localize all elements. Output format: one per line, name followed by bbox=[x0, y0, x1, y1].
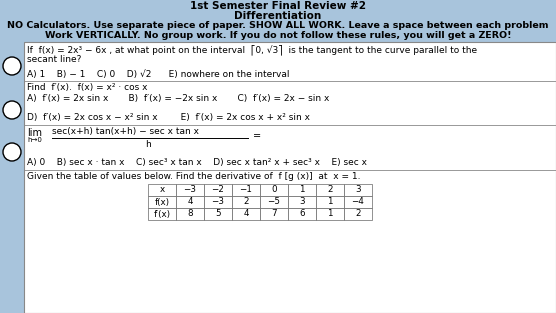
Text: lim: lim bbox=[27, 128, 42, 138]
Text: D)  f′(x) = 2x cos x − x² sin x        E)  f′(x) = 2x cos x + x² sin x: D) f′(x) = 2x cos x − x² sin x E) f′(x) … bbox=[27, 113, 310, 122]
Text: 1: 1 bbox=[327, 209, 332, 218]
Text: If  f(x) = 2x³ − 6x , at what point on the interval  ⎡0, √3⎤  is the tangent to : If f(x) = 2x³ − 6x , at what point on th… bbox=[27, 44, 477, 55]
FancyBboxPatch shape bbox=[260, 208, 288, 220]
Text: h: h bbox=[145, 140, 151, 149]
Text: −5: −5 bbox=[267, 198, 280, 207]
Text: −4: −4 bbox=[351, 198, 364, 207]
FancyBboxPatch shape bbox=[176, 196, 204, 208]
Circle shape bbox=[3, 101, 21, 119]
Text: 4: 4 bbox=[243, 209, 249, 218]
Text: 0: 0 bbox=[271, 186, 277, 194]
FancyBboxPatch shape bbox=[232, 196, 260, 208]
Text: −1: −1 bbox=[240, 186, 252, 194]
Text: 3: 3 bbox=[9, 147, 16, 157]
FancyBboxPatch shape bbox=[204, 196, 232, 208]
FancyBboxPatch shape bbox=[316, 196, 344, 208]
FancyBboxPatch shape bbox=[288, 184, 316, 196]
FancyBboxPatch shape bbox=[344, 208, 372, 220]
Text: h→0: h→0 bbox=[27, 137, 42, 143]
Circle shape bbox=[3, 57, 21, 75]
Text: sec(x+h) tan(x+h) − sec x tan x: sec(x+h) tan(x+h) − sec x tan x bbox=[52, 127, 199, 136]
FancyBboxPatch shape bbox=[316, 184, 344, 196]
Text: 1: 1 bbox=[299, 186, 305, 194]
Text: x: x bbox=[160, 186, 165, 194]
Text: 2: 2 bbox=[355, 209, 361, 218]
FancyBboxPatch shape bbox=[344, 196, 372, 208]
FancyBboxPatch shape bbox=[260, 184, 288, 196]
Text: 5: 5 bbox=[215, 209, 221, 218]
Text: 2: 2 bbox=[9, 105, 16, 115]
Text: 2: 2 bbox=[327, 186, 332, 194]
FancyBboxPatch shape bbox=[288, 196, 316, 208]
Text: −3: −3 bbox=[211, 198, 225, 207]
Text: secant line?: secant line? bbox=[27, 55, 81, 64]
Text: 2: 2 bbox=[243, 198, 249, 207]
FancyBboxPatch shape bbox=[288, 208, 316, 220]
FancyBboxPatch shape bbox=[344, 184, 372, 196]
Text: 1: 1 bbox=[327, 198, 332, 207]
Text: 4: 4 bbox=[187, 198, 193, 207]
Circle shape bbox=[3, 143, 21, 161]
Text: f′(x): f′(x) bbox=[153, 209, 171, 218]
Text: 8: 8 bbox=[187, 209, 193, 218]
Text: −2: −2 bbox=[212, 186, 225, 194]
Text: 3: 3 bbox=[355, 186, 361, 194]
FancyBboxPatch shape bbox=[260, 196, 288, 208]
Text: A) 1    B) − 1    C) 0    D) √2      E) nowhere on the interval: A) 1 B) − 1 C) 0 D) √2 E) nowhere on the… bbox=[27, 70, 290, 79]
Text: f(x): f(x) bbox=[155, 198, 170, 207]
Text: =: = bbox=[253, 131, 261, 141]
Text: −3: −3 bbox=[183, 186, 196, 194]
FancyBboxPatch shape bbox=[176, 184, 204, 196]
FancyBboxPatch shape bbox=[204, 184, 232, 196]
FancyBboxPatch shape bbox=[148, 196, 176, 208]
Text: A)  f′(x) = 2x sin x       B)  f′(x) = −2x sin x       C)  f′(x) = 2x − sin x: A) f′(x) = 2x sin x B) f′(x) = −2x sin x… bbox=[27, 94, 329, 103]
FancyBboxPatch shape bbox=[148, 208, 176, 220]
Text: 1: 1 bbox=[9, 61, 16, 71]
FancyBboxPatch shape bbox=[24, 42, 556, 313]
Text: 3: 3 bbox=[299, 198, 305, 207]
Text: 7: 7 bbox=[271, 209, 277, 218]
Text: Find  f′(x).  f(x) = x² · cos x: Find f′(x). f(x) = x² · cos x bbox=[27, 83, 147, 92]
Text: Differentiation: Differentiation bbox=[235, 11, 321, 21]
Text: 1st Semester Final Review #2: 1st Semester Final Review #2 bbox=[190, 1, 366, 11]
Text: Work VERTICALLY. No group work. If you do not follow these rules, you will get a: Work VERTICALLY. No group work. If you d… bbox=[44, 31, 512, 40]
FancyBboxPatch shape bbox=[176, 208, 204, 220]
FancyBboxPatch shape bbox=[232, 208, 260, 220]
FancyBboxPatch shape bbox=[232, 184, 260, 196]
Text: 6: 6 bbox=[299, 209, 305, 218]
FancyBboxPatch shape bbox=[148, 184, 176, 196]
FancyBboxPatch shape bbox=[316, 208, 344, 220]
Text: NO Calculators. Use separate piece of paper. SHOW ALL WORK. Leave a space betwee: NO Calculators. Use separate piece of pa… bbox=[7, 21, 549, 30]
FancyBboxPatch shape bbox=[204, 208, 232, 220]
Text: A) 0    B) sec x · tan x    C) sec³ x tan x    D) sec x tan² x + sec³ x    E) se: A) 0 B) sec x · tan x C) sec³ x tan x D)… bbox=[27, 158, 367, 167]
Text: Given the table of values below. Find the derivative of  f [g (x)]  at  x = 1.: Given the table of values below. Find th… bbox=[27, 172, 360, 181]
